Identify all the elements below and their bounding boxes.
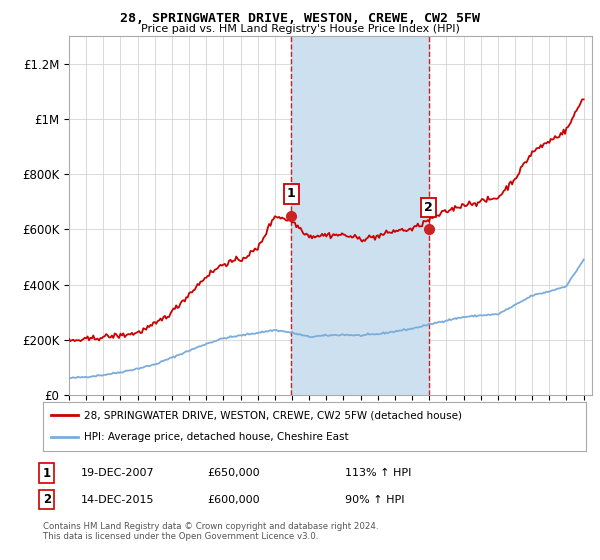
- Text: 90% ↑ HPI: 90% ↑ HPI: [345, 494, 404, 505]
- Text: 2: 2: [424, 201, 433, 214]
- Text: 14-DEC-2015: 14-DEC-2015: [81, 494, 155, 505]
- Text: HPI: Average price, detached house, Cheshire East: HPI: Average price, detached house, Ches…: [84, 432, 349, 442]
- Text: 113% ↑ HPI: 113% ↑ HPI: [345, 468, 412, 478]
- Text: 2: 2: [43, 493, 51, 506]
- Text: 1: 1: [287, 188, 296, 200]
- Text: 28, SPRINGWATER DRIVE, WESTON, CREWE, CW2 5FW: 28, SPRINGWATER DRIVE, WESTON, CREWE, CW…: [120, 12, 480, 25]
- Text: £600,000: £600,000: [207, 494, 260, 505]
- Text: Price paid vs. HM Land Registry's House Price Index (HPI): Price paid vs. HM Land Registry's House …: [140, 24, 460, 34]
- Text: £650,000: £650,000: [207, 468, 260, 478]
- Text: 19-DEC-2007: 19-DEC-2007: [81, 468, 155, 478]
- Text: 1: 1: [43, 466, 51, 480]
- Text: 28, SPRINGWATER DRIVE, WESTON, CREWE, CW2 5FW (detached house): 28, SPRINGWATER DRIVE, WESTON, CREWE, CW…: [84, 410, 462, 421]
- Text: Contains HM Land Registry data © Crown copyright and database right 2024.
This d: Contains HM Land Registry data © Crown c…: [43, 522, 379, 542]
- Bar: [292, 36, 428, 395]
